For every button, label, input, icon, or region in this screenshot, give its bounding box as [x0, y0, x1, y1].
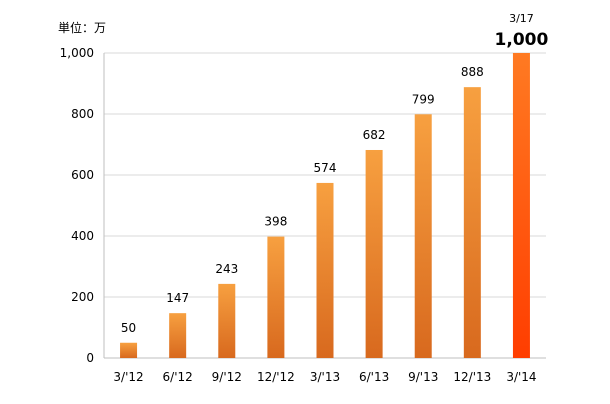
y-tick-label: 200: [71, 290, 94, 304]
bar: [414, 114, 432, 359]
data-label: 398: [264, 215, 287, 229]
data-label: 50: [121, 321, 136, 335]
bar: [463, 87, 481, 358]
data-label: 147: [166, 291, 189, 305]
y-tick-label: 400: [71, 229, 94, 243]
x-tick-label: 9/'13: [408, 370, 438, 384]
bar: [267, 236, 285, 358]
bar: [365, 149, 383, 358]
data-label: 243: [215, 262, 238, 276]
data-label: 682: [363, 128, 386, 142]
data-label: 799: [412, 92, 435, 106]
x-tick-label: 6/'13: [359, 370, 389, 384]
y-tick-label: 0: [86, 351, 94, 365]
highlight-date-label: 3/17: [509, 12, 534, 25]
bar: [512, 53, 530, 358]
x-tick-label: 12/'12: [257, 370, 295, 384]
x-tick-label: 3/'13: [310, 370, 340, 384]
data-label: 1,000: [495, 30, 549, 50]
y-tick-label: 600: [71, 168, 94, 182]
bar: [169, 313, 187, 358]
bars: [120, 53, 530, 359]
x-tick-label: 3/'12: [113, 370, 143, 384]
x-tick-label: 3/'14: [506, 370, 536, 384]
data-label: 888: [461, 65, 484, 79]
x-axis-ticks: 3/'12 6/'12 9/'12 12/'12 3/'13 6/'13 9/'13 12/'…: [113, 370, 536, 384]
data-labels: 50 147 243 398 574 682 799 888 3/17 1,000: [121, 12, 549, 335]
x-tick-label: 12/'13: [453, 370, 491, 384]
x-tick-label: 9/'12: [212, 370, 242, 384]
bar: [120, 342, 138, 358]
unit-label: 単位：万: [58, 20, 106, 35]
y-tick-label: 800: [71, 107, 94, 121]
y-axis-ticks: 0 200 400 600 800 1,000: [60, 46, 94, 365]
bar: [218, 283, 236, 358]
y-tick-label: 1,000: [60, 46, 94, 60]
x-tick-label: 6/'12: [163, 370, 193, 384]
data-label: 574: [314, 161, 337, 175]
bar: [316, 182, 334, 358]
